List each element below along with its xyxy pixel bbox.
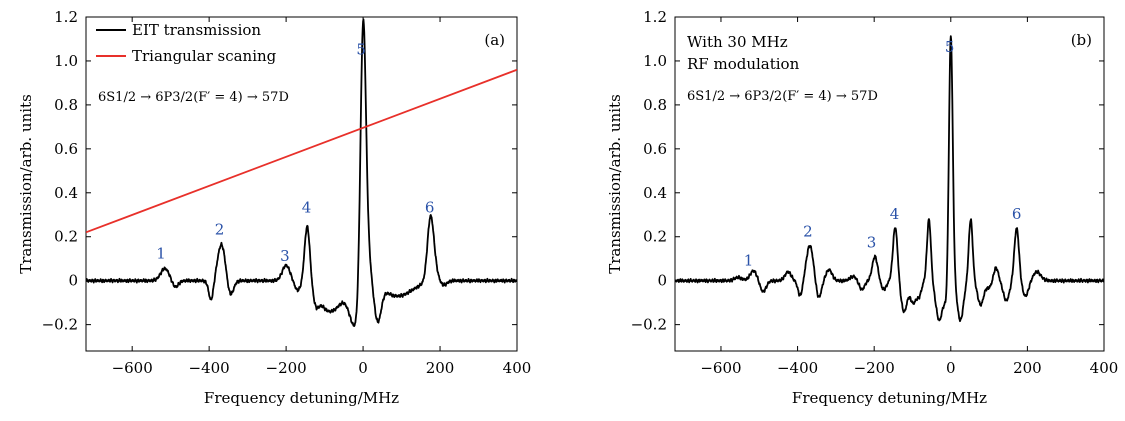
legend-entry: Triangular scaning: [132, 47, 277, 65]
y-tick-label: 0.2: [643, 228, 667, 246]
x-tick-label: 0: [358, 359, 368, 377]
plot-area: [86, 18, 517, 327]
x-axis-title: Frequency detuning/MHz: [792, 389, 987, 407]
y-tick-label: 0.2: [54, 228, 78, 246]
peak-label: 3: [280, 247, 290, 265]
peak-label: 1: [156, 245, 166, 263]
y-tick-label: 1.0: [54, 52, 78, 70]
legend: EIT transmission Triangular scaning: [96, 21, 277, 65]
x-tick-label: 400: [1090, 359, 1119, 377]
y-tick-label: 0: [657, 272, 667, 290]
y-axis-title: Transmission/arb. units: [17, 94, 35, 274]
transition-formula: 6S1/2 → 6P3/2(F′ = 4) → 57D: [687, 89, 878, 104]
plot-frame: [674, 16, 1105, 352]
y-tick-label: −0.2: [42, 316, 78, 334]
x-tick-label: 400: [503, 359, 532, 377]
peak-label: 5: [945, 38, 955, 56]
y-tick-label: 0.6: [643, 140, 667, 158]
y-tick-label: 0.4: [54, 184, 78, 202]
y-tick-label: 0.6: [54, 140, 78, 158]
peak-label: 6: [425, 199, 435, 217]
annotation-text: With 30 MHz: [687, 33, 788, 51]
panel-b: −600 −400 −200 0 200 400 −0.2 0 0.2 0.4 0.6 0.8 1.0 1…: [606, 8, 1118, 407]
x-tick-label: −200: [266, 359, 307, 377]
x-tick-label: −200: [854, 359, 895, 377]
y-tick-label: 1.0: [643, 52, 667, 70]
panel-label: (a): [484, 31, 505, 49]
y-tick-label: 0: [68, 272, 78, 290]
plot-area: [675, 35, 1104, 323]
y-tick-label: 0.8: [643, 96, 667, 114]
x-tick-label: −400: [777, 359, 818, 377]
peak-label: 4: [302, 199, 312, 217]
annotation-text: RF modulation: [687, 55, 800, 73]
peak-label: 6: [1012, 205, 1022, 223]
series-line-triangular-scan: [86, 68, 517, 234]
peak-label: 2: [215, 221, 225, 239]
y-tick-label: 0.4: [643, 184, 667, 202]
x-tick-label: 0: [946, 359, 956, 377]
peak-label: 2: [803, 223, 813, 241]
x-axis-title: Frequency detuning/MHz: [204, 389, 399, 407]
x-tick-label: −600: [112, 359, 153, 377]
panel-a: −600 −400 −200 0 200 400 −0.2 0 0.2 0.4 0.6 0.8 1.0 1…: [17, 8, 531, 407]
y-tick-label: −0.2: [631, 316, 667, 334]
legend-entry: EIT transmission: [132, 21, 261, 39]
peak-label: 4: [890, 205, 900, 223]
x-tick-label: −400: [189, 359, 230, 377]
peak-label: 5: [356, 40, 366, 58]
series-line-eit-transmission: [86, 18, 517, 327]
y-tick-label: 0.8: [54, 96, 78, 114]
x-tick-label: −600: [700, 359, 741, 377]
plot-frame: [85, 16, 518, 352]
panel-label: (b): [1071, 31, 1092, 49]
x-tick-label: 200: [426, 359, 455, 377]
x-tick-label: 200: [1013, 359, 1042, 377]
series-line-eit-transmission: [675, 35, 1104, 323]
y-axis-title: Transmission/arb. units: [606, 94, 624, 274]
peak-label: 1: [744, 251, 754, 269]
y-tick-label: 1.2: [54, 8, 78, 26]
y-tick-label: 1.2: [643, 8, 667, 26]
transition-formula: 6S1/2 → 6P3/2(F′ = 4) → 57D: [98, 90, 289, 105]
peak-label: 3: [867, 234, 877, 252]
